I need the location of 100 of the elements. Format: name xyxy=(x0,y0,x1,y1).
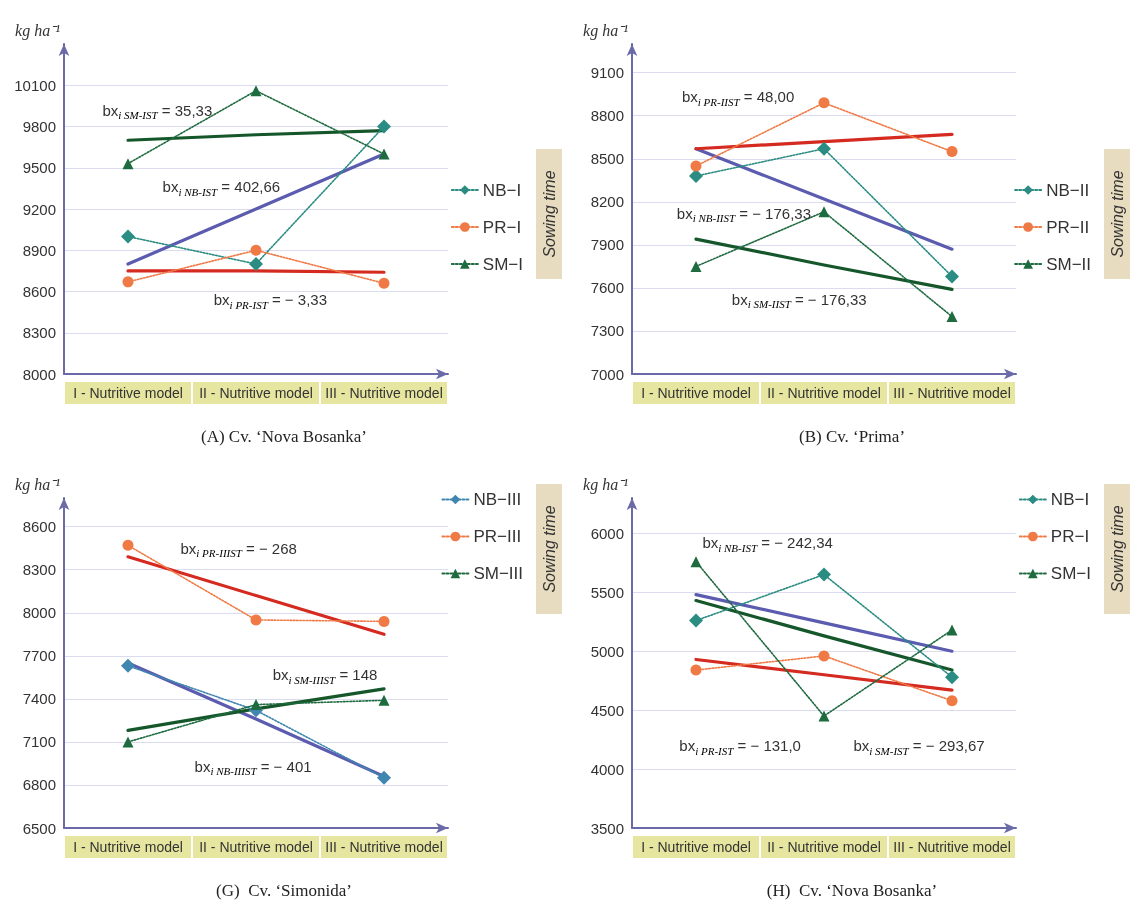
y-tick-label: 8900 xyxy=(22,241,56,259)
point xyxy=(122,539,134,551)
y-tick-label: 7900 xyxy=(590,236,624,254)
x-tick-label: I - Nutritive model xyxy=(641,385,751,401)
y-tick-label: 9800 xyxy=(22,118,56,135)
point xyxy=(121,229,135,244)
y-tick-label: 6500 xyxy=(22,819,56,837)
y-tick-label: 8500 xyxy=(590,150,624,168)
y-tick-label: 4500 xyxy=(590,701,624,719)
x-tick-label: I - Nutritive model xyxy=(73,385,183,401)
y-tick-label: 8000 xyxy=(22,604,56,622)
point xyxy=(818,650,830,662)
legend-label: PR−I xyxy=(482,217,522,237)
x-tick-label: II - Nutritive model xyxy=(199,385,313,401)
legend-label: PR−III xyxy=(473,527,522,546)
point xyxy=(250,699,262,711)
y-tick-label: 8000 xyxy=(22,365,56,383)
y-tick-label: 8200 xyxy=(590,193,624,211)
y-tick-label: 7300 xyxy=(590,322,624,340)
point xyxy=(689,613,703,628)
point xyxy=(122,736,134,748)
y-tick-label: 7000 xyxy=(590,365,624,383)
y-tick-label: 9500 xyxy=(22,159,56,177)
y-tick-label: 5500 xyxy=(590,583,624,601)
x-tick-label: II - Nutritive model xyxy=(767,385,881,401)
text: (B) Cv. ‘Prima’ xyxy=(798,427,906,446)
x-tick-label: I - Nutritive model xyxy=(73,839,183,855)
point xyxy=(378,615,390,627)
y-tick-label: 8300 xyxy=(22,324,56,342)
legend-title: Sowing time xyxy=(1108,505,1126,593)
x-tick-label: I - Nutritive model xyxy=(641,839,751,855)
legend-title: Sowing time xyxy=(540,170,558,258)
legend-label: NB−III xyxy=(473,490,522,509)
text: (G) Cv. ‘Simonida’ xyxy=(216,881,352,900)
y-axis-title: kg ha⁻¹ xyxy=(583,475,629,494)
point xyxy=(250,614,262,626)
point xyxy=(122,158,134,170)
legend-label: SM−III xyxy=(473,564,524,583)
y-tick-label: 7600 xyxy=(590,279,624,297)
y-tick-label: 3500 xyxy=(590,819,624,837)
y-tick-label: 8600 xyxy=(22,518,56,536)
x-tick-label: III - Nutritive model xyxy=(325,839,443,855)
point xyxy=(378,148,390,160)
point xyxy=(377,119,391,134)
point xyxy=(250,244,262,256)
y-tick-label: 8600 xyxy=(22,283,56,300)
legend-label: SM−I xyxy=(1050,564,1092,583)
y-tick-label: 8800 xyxy=(590,107,624,125)
point xyxy=(818,206,830,218)
point xyxy=(945,670,959,685)
y-axis-title: kg ha⁻¹ xyxy=(583,21,629,40)
point xyxy=(378,694,390,706)
point xyxy=(121,658,135,673)
y-tick-label: 9100 xyxy=(590,64,624,82)
y-tick-label: 5000 xyxy=(590,642,624,660)
point xyxy=(689,169,703,183)
point xyxy=(946,624,958,636)
legend-label: PR−II xyxy=(1046,217,1090,237)
y-tick-label: 7400 xyxy=(22,690,56,708)
point xyxy=(818,97,830,109)
point xyxy=(946,311,958,323)
point xyxy=(690,556,702,568)
point xyxy=(250,85,262,97)
point xyxy=(818,710,830,722)
y-tick-label: 7700 xyxy=(22,647,56,665)
legend-label: NB−I xyxy=(482,180,522,200)
legend-label: SM−I xyxy=(482,254,524,274)
point xyxy=(946,695,958,707)
point xyxy=(817,141,831,156)
point xyxy=(690,664,702,676)
point xyxy=(378,277,390,289)
point xyxy=(945,269,959,284)
x-tick-label: II - Nutritive model xyxy=(199,839,313,855)
y-tick-label: 4000 xyxy=(590,760,624,778)
point xyxy=(249,257,263,271)
y-axis-title: kg ha⁻¹ xyxy=(15,21,61,40)
legend-label: NB−I xyxy=(1050,490,1090,509)
x-tick-label: III - Nutritive model xyxy=(893,385,1011,401)
y-tick-label: 9200 xyxy=(22,200,56,218)
point xyxy=(377,770,391,785)
legend-label: PR−I xyxy=(1050,527,1090,546)
x-tick-label: II - Nutritive model xyxy=(767,839,881,855)
point xyxy=(946,146,958,158)
y-tick-label: 8300 xyxy=(22,561,56,579)
text: (H) Cv. ‘Nova Bosanka’ xyxy=(766,881,938,900)
y-tick-label: 10100 xyxy=(14,76,56,94)
legend-title: Sowing time xyxy=(540,505,558,593)
y-tick-label: 7100 xyxy=(22,733,56,751)
y-axis-title: kg ha⁻¹ xyxy=(15,475,61,494)
text: (A) Cv. ‘Nova Bosanka’ xyxy=(200,427,368,446)
x-tick-label: III - Nutritive model xyxy=(893,839,1011,855)
legend-label: SM−II xyxy=(1046,254,1091,274)
point xyxy=(690,260,702,272)
point xyxy=(122,276,134,288)
x-tick-label: III - Nutritive model xyxy=(325,385,443,401)
y-tick-label: 6000 xyxy=(590,524,624,542)
legend-title: Sowing time xyxy=(1108,170,1126,258)
legend-label: NB−II xyxy=(1046,180,1090,200)
point xyxy=(817,567,831,582)
point xyxy=(690,160,702,172)
